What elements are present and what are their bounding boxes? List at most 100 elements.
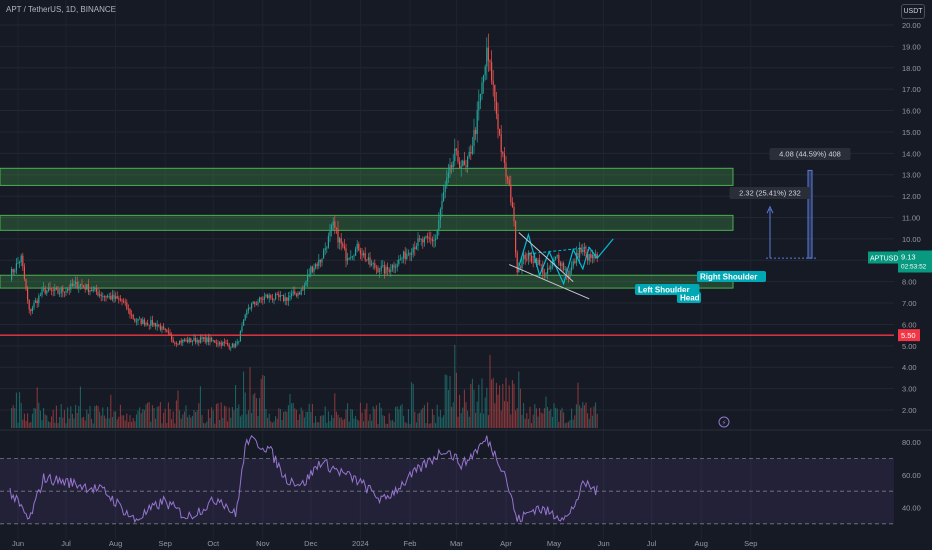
candle-body (259, 297, 261, 303)
volume-bar (147, 402, 149, 428)
candle-body (524, 254, 526, 260)
volume-bar (404, 422, 406, 428)
time-tick-label: Oct (207, 539, 220, 548)
volume-bar (577, 382, 579, 428)
volume-bar (262, 375, 264, 428)
candle-body (183, 339, 185, 341)
candle-body (129, 309, 131, 315)
volume-bar (311, 403, 313, 428)
volume-bar (439, 409, 441, 428)
projection-bar-2 (807, 169, 813, 259)
candle-body (537, 259, 539, 265)
candle-body (371, 263, 373, 266)
volume-bar (100, 415, 102, 428)
volume-bar (124, 420, 126, 428)
candle-body (287, 297, 289, 301)
volume-bar (310, 411, 312, 428)
volume-bar (462, 407, 464, 428)
price-tick-label: 17.00 (902, 85, 921, 94)
volume-bar (518, 371, 520, 428)
volume-bar (263, 376, 265, 428)
volume-bar (228, 407, 230, 428)
volume-bar (81, 417, 83, 428)
candle-body (564, 269, 566, 270)
candle-body (412, 247, 414, 254)
candle-body (518, 267, 520, 273)
volume-bar (455, 372, 457, 428)
candle-body (70, 283, 72, 290)
candle-body (439, 209, 441, 221)
volume-bar (76, 413, 78, 428)
volume-bar (139, 407, 141, 428)
volume-bar (150, 421, 152, 428)
volume-bar (395, 407, 397, 428)
candle-body (20, 255, 22, 263)
volume-bar (183, 411, 185, 428)
candle-body (33, 302, 35, 308)
candle-body (73, 283, 75, 286)
volume-bar (347, 403, 349, 428)
candle-body (119, 298, 121, 301)
candle-body (243, 319, 245, 326)
support-tag (898, 329, 920, 342)
volume-bar (363, 421, 365, 428)
time-tick-label: Aug (695, 539, 708, 548)
candle-body (387, 267, 389, 270)
volume-bar (68, 418, 70, 428)
candle-body (163, 326, 165, 329)
candle-body (147, 322, 149, 325)
volume-bar (14, 408, 16, 428)
candle-body (49, 287, 51, 290)
volume-bar (371, 420, 373, 428)
volume-bar (529, 406, 531, 428)
candle-body (268, 295, 270, 299)
trend-line-upper (518, 232, 574, 283)
candle-body (449, 165, 451, 173)
volume-bar (403, 415, 405, 428)
volume-bar (46, 415, 48, 428)
candle-body (113, 294, 115, 299)
lightning-icon (718, 416, 730, 428)
volume-bar (57, 423, 59, 428)
candle-body (324, 248, 326, 251)
candle-body (343, 246, 345, 249)
candle-body (369, 257, 371, 266)
volume-bar (177, 390, 179, 428)
candle-body (134, 318, 136, 322)
candle-body (156, 324, 158, 327)
volume-bar (17, 422, 19, 428)
symbol-title[interactable]: APT / TetherUS, 1D, BINANCE (6, 5, 116, 14)
candle-body (230, 347, 232, 349)
time-tick-label: Aug (109, 539, 122, 548)
candle-body (382, 265, 384, 267)
candle-body (39, 295, 41, 297)
candle-body (270, 295, 272, 298)
candle-body (190, 338, 192, 342)
candle-body (359, 250, 361, 254)
volume-bar (326, 422, 328, 428)
volume-bar (223, 405, 225, 428)
candle-body (19, 262, 21, 264)
price-tick-label: 18.00 (902, 64, 921, 73)
candle-body (383, 265, 385, 274)
volume-bar (313, 422, 315, 428)
candle-body (273, 298, 275, 300)
candle-body (539, 259, 541, 265)
volume-bar (294, 408, 296, 428)
volume-bar (507, 401, 509, 428)
candle-body (511, 202, 513, 208)
volume-bar (179, 410, 181, 428)
volume-bar (275, 416, 277, 428)
volume-bar (193, 410, 195, 428)
volume-bar (60, 404, 62, 428)
volume-bar (86, 409, 88, 428)
volume-bar (451, 406, 453, 428)
candle-body (358, 243, 360, 251)
volume-bar (163, 412, 165, 428)
currency-button[interactable]: USDT (901, 4, 925, 19)
candle-body (447, 172, 449, 178)
volume-bar (471, 378, 473, 428)
candle-body (185, 339, 187, 341)
